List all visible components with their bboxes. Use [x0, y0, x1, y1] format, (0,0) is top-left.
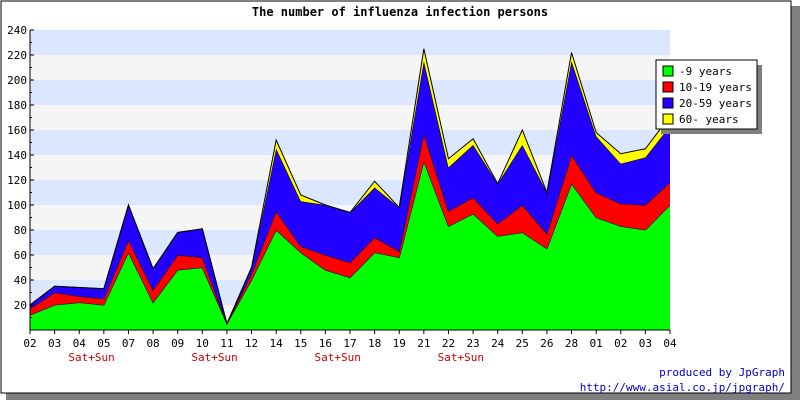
- x-tick-label: 17: [343, 337, 356, 350]
- background-band: [30, 30, 670, 55]
- x-tick-label: 04: [663, 337, 677, 350]
- background-band: [30, 55, 670, 80]
- weekend-label: Sat+Sun: [191, 351, 237, 364]
- credit-line-2[interactable]: http://www.asial.co.jp/jpgraph/: [580, 381, 785, 394]
- x-tick-label: 21: [417, 337, 430, 350]
- y-tick-label: 20: [14, 299, 27, 312]
- x-tick-label: 22: [442, 337, 455, 350]
- credit-line-1: produced by JpGraph: [659, 366, 785, 379]
- x-tick-label: 02: [614, 337, 627, 350]
- axes: [29, 29, 671, 334]
- y-tick-label: 140: [7, 149, 27, 162]
- x-tick-label: 19: [393, 337, 406, 350]
- x-tick-label: 14: [270, 337, 284, 350]
- y-tick-label: 240: [7, 24, 27, 37]
- x-tick-label: 01: [590, 337, 603, 350]
- x-tick-label: 04: [73, 337, 87, 350]
- x-tick-label: 18: [368, 337, 381, 350]
- y-tick-label: 60: [14, 249, 27, 262]
- x-tick-label: 11: [220, 337, 233, 350]
- y-tick-labels: 20 40 60 80 100 120 140 160 180 200 220 240: [7, 24, 27, 312]
- legend-label: 10-19 years: [679, 81, 752, 94]
- x-tick-labels: 02 03 04 05 07 08 09 10 11 12 14 15 16 17 18 19 21 22 23 24…: [23, 337, 677, 350]
- series-line: [29, 48, 671, 326]
- x-tick-label: 28: [565, 337, 578, 350]
- x-tick-label: 12: [245, 337, 258, 350]
- x-tick-label: 02: [23, 337, 36, 350]
- x-tick-label: 23: [466, 337, 479, 350]
- y-tick-label: 100: [7, 199, 27, 212]
- x-tick-label: 05: [97, 337, 110, 350]
- x-tick-label: 16: [319, 337, 332, 350]
- y-tick-label: 160: [7, 124, 27, 137]
- x-tick-label: 24: [491, 337, 505, 350]
- x-tick-label: 03: [639, 337, 652, 350]
- chart-title: The number of influenza infection person…: [252, 5, 548, 19]
- x-tick-label: 07: [122, 337, 135, 350]
- weekend-label: Sat+Sun: [315, 351, 361, 364]
- stacked-areas: [29, 48, 671, 330]
- legend-swatch: [662, 65, 674, 77]
- series-area: [30, 161, 670, 330]
- x-tick-label: 09: [171, 337, 184, 350]
- y-tick-label: 40: [14, 274, 27, 287]
- x-tick-label: 25: [516, 337, 529, 350]
- weekend-label: Sat+Sun: [68, 351, 114, 364]
- legend-label: -9 years: [679, 65, 732, 78]
- y-tick-label: 120: [7, 174, 27, 187]
- y-tick-label: 200: [7, 74, 27, 87]
- y-tick-label: 220: [7, 49, 27, 62]
- y-tick-label: 180: [7, 99, 27, 112]
- x-tick-label: 08: [146, 337, 159, 350]
- series-area: [30, 61, 670, 324]
- x-tick-label: 15: [294, 337, 307, 350]
- legend-swatch: [662, 97, 674, 109]
- legend-label: 60- years: [679, 113, 739, 126]
- legend: -9 years 10-19 years 20-59 years 60- years: [655, 59, 762, 134]
- y-tick-label: 80: [14, 224, 27, 237]
- legend-label: 20-59 years: [679, 97, 752, 110]
- x-tick-label: 26: [540, 337, 553, 350]
- weekend-labels: Sat+Sun Sat+Sun Sat+Sun Sat+Sun: [68, 351, 484, 364]
- legend-swatch: [662, 81, 674, 93]
- weekend-label: Sat+Sun: [438, 351, 484, 364]
- legend-swatch: [662, 113, 674, 125]
- x-tick-label: 10: [196, 337, 209, 350]
- x-tick-label: 03: [48, 337, 61, 350]
